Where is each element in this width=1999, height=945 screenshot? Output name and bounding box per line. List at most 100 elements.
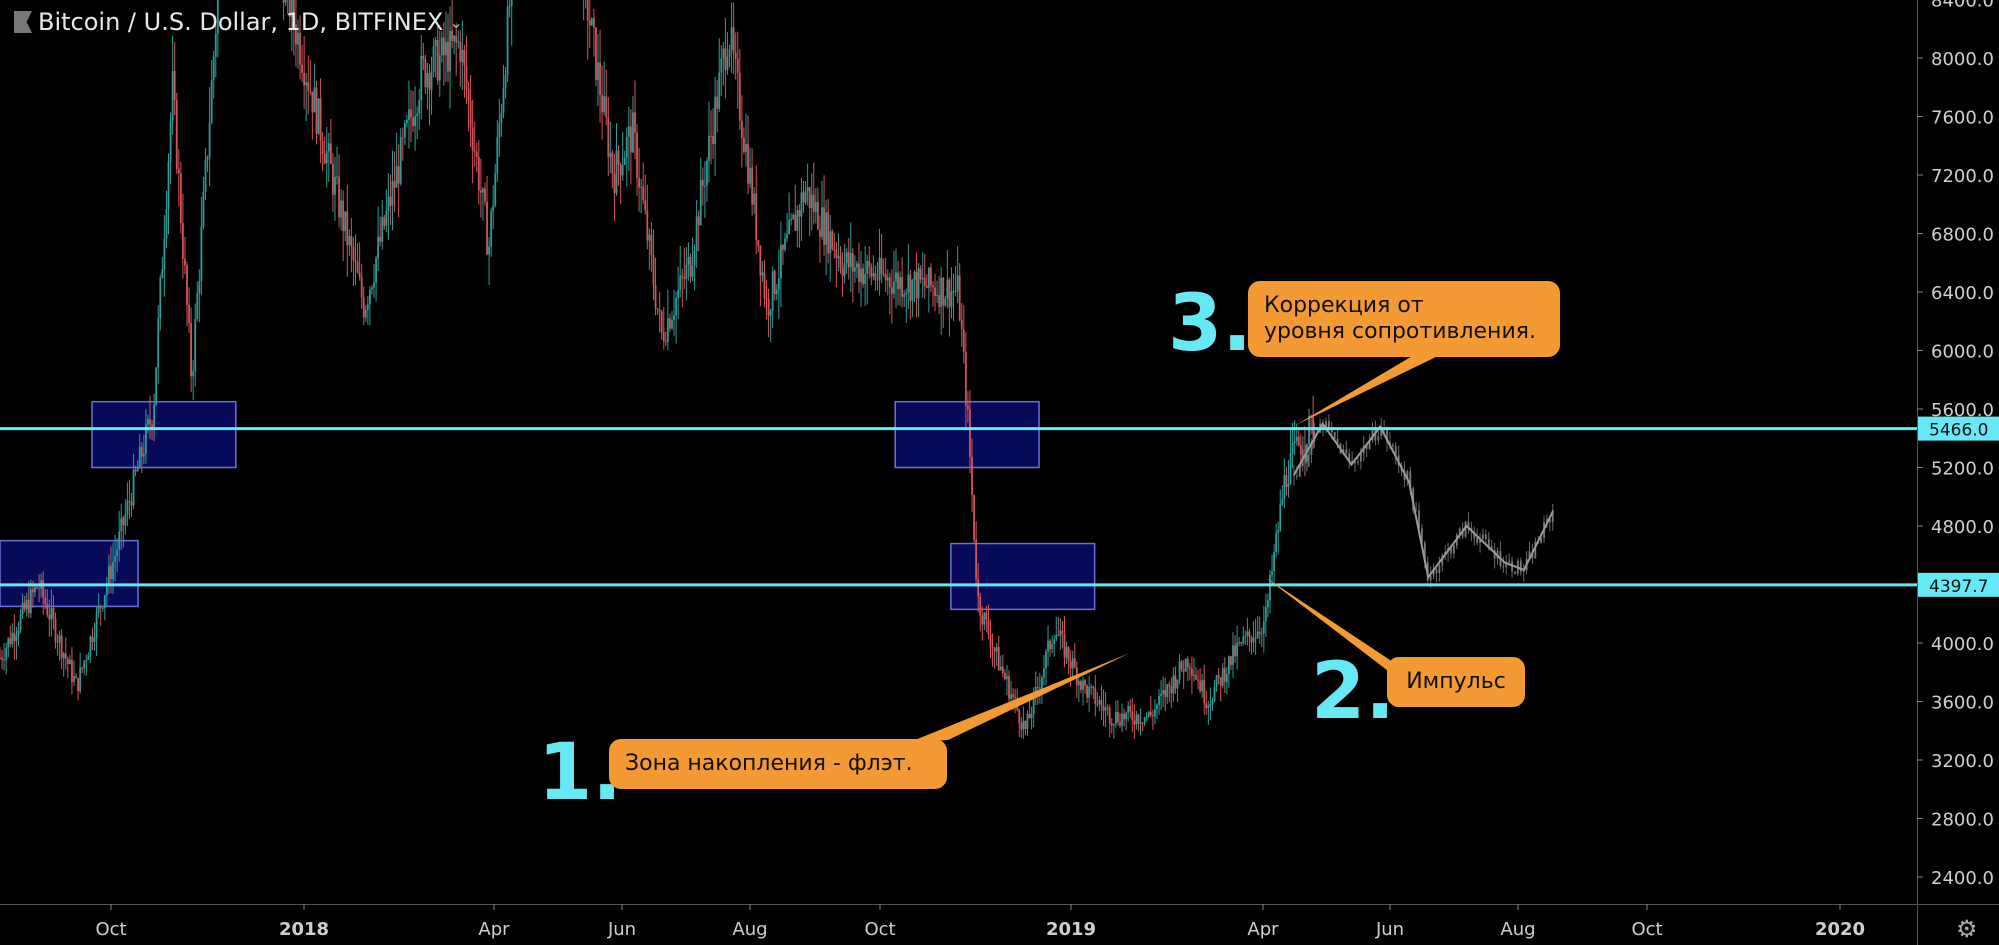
candle-body (395, 166, 398, 188)
candle-body (408, 109, 410, 120)
chevron-down-icon[interactable]: ⌄ (449, 12, 463, 32)
projection-candle-body (1357, 461, 1359, 463)
chart-title[interactable]: Bitcoin / U.S. Dollar, 1D, BITFINEX ⌄ (14, 8, 463, 36)
candle-body (91, 636, 94, 642)
candle-body (1168, 684, 1171, 687)
candle-body (1057, 635, 1060, 637)
candle-body (897, 272, 899, 290)
projection-candle-body (1298, 466, 1301, 477)
projection-candle-body (1365, 445, 1368, 449)
level-price-label-1: 5466.0 (1929, 421, 1988, 441)
candle-body (171, 70, 174, 121)
candle-body (784, 238, 786, 250)
candle-body (919, 268, 922, 280)
candle-body (999, 666, 1002, 671)
projection-candle-body (1409, 471, 1412, 489)
price-tick-label: 4800.0 (1931, 517, 1994, 538)
candle-body (436, 39, 439, 81)
candle-body (196, 293, 199, 320)
candle-body (780, 244, 782, 279)
candle-body (1094, 688, 1097, 704)
candle-body (461, 49, 464, 63)
candle-body (81, 667, 84, 669)
candle-body (1026, 713, 1029, 730)
candle-body (373, 282, 375, 288)
candle-body (1137, 714, 1140, 724)
candle-body (989, 634, 992, 648)
candle-body (1184, 658, 1187, 672)
candle-body (1059, 630, 1062, 636)
candle-body (103, 595, 106, 608)
candle-body (1020, 723, 1023, 730)
candle-body (167, 161, 170, 209)
candle-body (498, 123, 501, 138)
candle-body (722, 48, 725, 59)
candle-body (765, 298, 768, 300)
candle-body (401, 137, 404, 139)
candle-body (120, 517, 123, 532)
candle-body (868, 260, 871, 268)
candle-body (457, 41, 460, 43)
candle-body (1260, 633, 1263, 635)
candle-body (693, 250, 696, 266)
candle-body (93, 637, 96, 642)
gear-icon[interactable]: ⚙ (1956, 915, 1978, 943)
candle-body (379, 236, 382, 242)
candle-body (459, 41, 462, 63)
candle-body (405, 119, 408, 124)
candle-body (960, 319, 963, 330)
price-tick-label: 6000.0 (1931, 342, 1994, 363)
level-price-label-2: 4397.7 (1929, 577, 1988, 597)
candle-body (198, 280, 201, 294)
candle-body (1012, 694, 1015, 698)
projection-candle-body (1421, 528, 1423, 543)
candle-body (810, 194, 813, 209)
candle-body (669, 318, 671, 329)
candle-body (1172, 675, 1175, 694)
candle-body (956, 275, 959, 292)
candle-body (381, 217, 384, 242)
candle-body (1125, 712, 1128, 720)
candle-body (391, 181, 394, 206)
projection-candle-body (1479, 538, 1481, 543)
candle-body (397, 166, 400, 184)
candle-body (110, 565, 112, 580)
candle-body (1080, 681, 1082, 690)
candle-body (590, 18, 593, 26)
candle-body (56, 641, 59, 643)
candle-body (105, 584, 108, 596)
candle-body (186, 265, 188, 305)
candle-body (9, 638, 12, 645)
candle-body (473, 150, 476, 152)
candle-body (153, 404, 156, 428)
price-tick-label: 4000.0 (1931, 634, 1994, 655)
candle-body (981, 615, 984, 625)
candle-body (1217, 675, 1220, 678)
candle-body (837, 256, 840, 259)
candle-body (712, 136, 714, 144)
candle-body (710, 135, 712, 137)
candle-body (983, 612, 986, 625)
candle-body (1030, 714, 1033, 719)
projection-candle-body (1441, 555, 1444, 566)
candle-body (1077, 681, 1080, 686)
callout-3: Коррекция от уровня сопротивления. (1248, 281, 1560, 357)
candle-body (500, 112, 503, 124)
candle-body (399, 137, 402, 184)
candle-body (851, 253, 854, 272)
candle-body (839, 256, 842, 268)
candle-body (393, 181, 396, 188)
candle-body (73, 676, 75, 682)
candle-body (1090, 686, 1093, 688)
candle-body (414, 116, 417, 127)
candle-body (1207, 705, 1210, 709)
candle-body (169, 120, 172, 162)
candle-body (332, 163, 334, 195)
candle-body (319, 98, 322, 142)
candle-body (1045, 651, 1047, 669)
time-tick-label: 2020 (1815, 919, 1865, 940)
projection-candle-body (1514, 571, 1516, 574)
candle-body (1141, 722, 1144, 724)
candle-body (1201, 680, 1204, 692)
